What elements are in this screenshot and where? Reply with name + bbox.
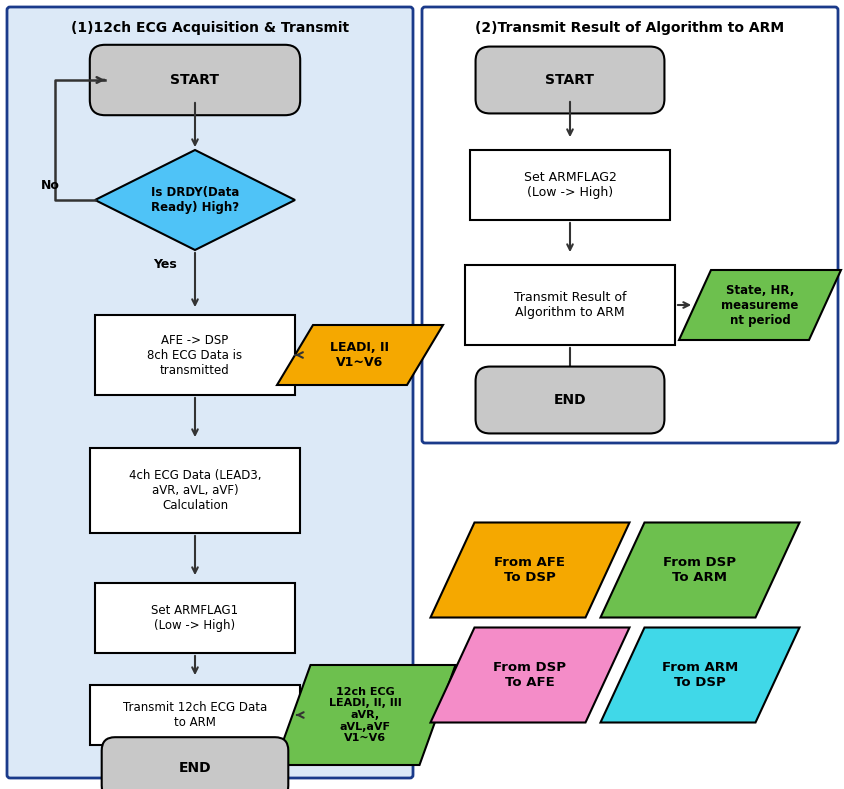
- FancyBboxPatch shape: [7, 7, 413, 778]
- Text: From DSP
To AFE: From DSP To AFE: [493, 661, 565, 689]
- Bar: [90, 447, 300, 533]
- Text: 12ch ECG
LEADI, II, III
aVR,
aVL,aVF
V1~V6: 12ch ECG LEADI, II, III aVR, aVL,aVF V1~…: [328, 686, 401, 743]
- FancyBboxPatch shape: [475, 47, 663, 114]
- Text: From AFE
To DSP: From AFE To DSP: [494, 556, 565, 584]
- Bar: [469, 150, 669, 220]
- Text: (2)Transmit Result of Algorithm to ARM: (2)Transmit Result of Algorithm to ARM: [475, 21, 783, 35]
- Text: 4ch ECG Data (LEAD3,
aVR, aVL, aVF)
Calculation: 4ch ECG Data (LEAD3, aVR, aVL, aVF) Calc…: [128, 469, 261, 511]
- Polygon shape: [679, 270, 840, 340]
- Text: AFE -> DSP
8ch ECG Data is
transmitted: AFE -> DSP 8ch ECG Data is transmitted: [147, 334, 242, 376]
- Polygon shape: [277, 325, 442, 385]
- Polygon shape: [95, 150, 295, 250]
- Text: Transmit Result of
Algorithm to ARM: Transmit Result of Algorithm to ARM: [513, 291, 625, 319]
- FancyBboxPatch shape: [475, 367, 663, 433]
- Text: From DSP
To ARM: From DSP To ARM: [663, 556, 736, 584]
- Text: Set ARMFLAG2
(Low -> High): Set ARMFLAG2 (Low -> High): [523, 171, 616, 199]
- Polygon shape: [430, 522, 629, 618]
- FancyBboxPatch shape: [89, 45, 300, 115]
- Bar: [95, 315, 295, 395]
- Text: Transmit 12ch ECG Data
to ARM: Transmit 12ch ECG Data to ARM: [122, 701, 267, 729]
- Polygon shape: [600, 627, 798, 723]
- Text: State, HR,
measureme
nt period: State, HR, measureme nt period: [721, 283, 798, 327]
- Text: LEADI, II
V1~V6: LEADI, II V1~V6: [330, 341, 389, 369]
- Bar: [464, 265, 674, 345]
- Text: END: END: [553, 393, 586, 407]
- Polygon shape: [274, 665, 455, 765]
- Text: From ARM
To DSP: From ARM To DSP: [661, 661, 738, 689]
- Text: (1)12ch ECG Acquisition & Transmit: (1)12ch ECG Acquisition & Transmit: [71, 21, 349, 35]
- Bar: [95, 583, 295, 653]
- FancyBboxPatch shape: [101, 737, 288, 789]
- Polygon shape: [430, 627, 629, 723]
- Text: END: END: [178, 761, 211, 775]
- Text: Yes: Yes: [153, 259, 176, 271]
- Text: START: START: [545, 73, 594, 87]
- Text: START: START: [170, 73, 219, 87]
- Bar: [90, 685, 300, 745]
- FancyBboxPatch shape: [421, 7, 837, 443]
- Text: Set ARMFLAG1
(Low -> High): Set ARMFLAG1 (Low -> High): [151, 604, 238, 632]
- Text: Is DRDY(Data
Ready) High?: Is DRDY(Data Ready) High?: [150, 186, 239, 214]
- Text: No: No: [41, 178, 59, 192]
- Polygon shape: [600, 522, 798, 618]
